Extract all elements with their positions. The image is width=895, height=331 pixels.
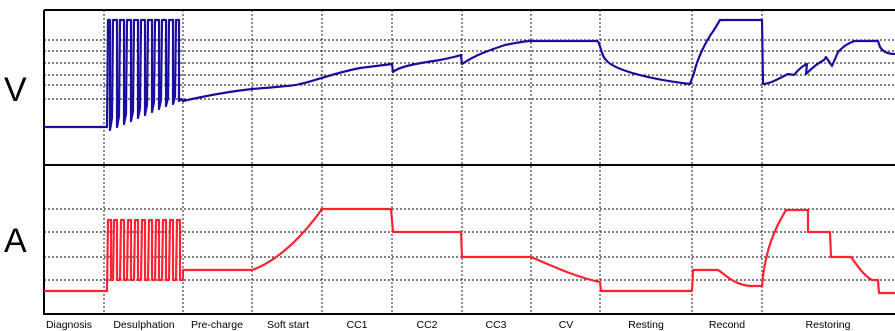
stage-dividers xyxy=(103,10,763,314)
voltage-axis-label: V xyxy=(4,71,27,109)
stage-label-desulphation: Desulphation xyxy=(113,319,174,331)
stage-labels: Diagnosis Desulphation Pre-charge Soft s… xyxy=(46,319,851,331)
stage-label-cc1: CC1 xyxy=(346,319,367,331)
current-axis-label: A xyxy=(4,222,27,260)
current-trace xyxy=(44,207,895,295)
stage-label-restoring: Restoring xyxy=(806,319,851,331)
stage-label-cv: CV xyxy=(559,319,574,331)
stage-label-soft-start: Soft start xyxy=(267,319,309,331)
voltage-trace xyxy=(44,18,895,132)
stage-label-pre-charge: Pre-charge xyxy=(191,319,243,331)
stage-label-resting: Resting xyxy=(628,319,664,331)
stage-label-cc2: CC2 xyxy=(416,319,437,331)
horizontal-gridlines xyxy=(44,39,895,281)
stage-label-cc3: CC3 xyxy=(485,319,506,331)
stage-label-diagnosis: Diagnosis xyxy=(46,319,92,331)
frame xyxy=(43,9,895,315)
stage-label-recond: Recond xyxy=(709,319,745,331)
